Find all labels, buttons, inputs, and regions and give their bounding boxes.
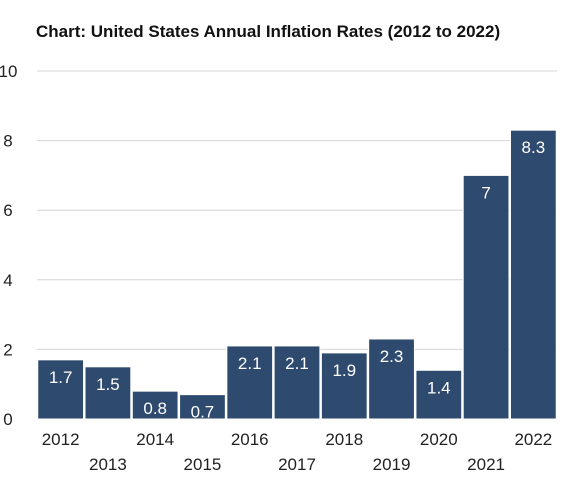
x-tick-label: 2015 bbox=[184, 455, 222, 474]
bar-value-label: 8.3 bbox=[522, 138, 546, 157]
x-tick-label: 2017 bbox=[278, 455, 316, 474]
bar-value-label: 2.3 bbox=[380, 347, 404, 366]
bar-2021 bbox=[462, 174, 510, 420]
bar-value-label: 1.9 bbox=[332, 361, 356, 380]
y-tick-label: 10 bbox=[0, 62, 17, 81]
y-axis-ticks: 0 2 4 6 8 10 bbox=[0, 62, 17, 429]
bar-value-label: 1.7 bbox=[49, 368, 73, 387]
bar-2014 bbox=[131, 390, 179, 420]
bar-2016 bbox=[226, 345, 274, 420]
bar-2022 bbox=[509, 129, 557, 420]
bar-value-label: 1.5 bbox=[96, 375, 120, 394]
bar-2015 bbox=[179, 394, 226, 420]
bar-2019 bbox=[368, 338, 415, 420]
y-tick-label: 0 bbox=[3, 410, 12, 429]
x-tick-label: 2019 bbox=[373, 455, 411, 474]
y-tick-label: 8 bbox=[3, 132, 12, 151]
x-tick-label: 2012 bbox=[42, 430, 80, 449]
bar-value-label: 0.8 bbox=[143, 399, 167, 418]
bar-2018 bbox=[320, 352, 368, 420]
bar-value-label: 0.7 bbox=[191, 403, 215, 422]
x-tick-label: 2013 bbox=[89, 455, 127, 474]
bar-value-label: 1.4 bbox=[427, 378, 451, 397]
x-tick-label: 2016 bbox=[231, 430, 269, 449]
bar-2013 bbox=[84, 366, 132, 420]
bar-value-label: 2.1 bbox=[238, 354, 262, 373]
bar-2017 bbox=[273, 345, 321, 420]
bar-2012 bbox=[37, 359, 85, 420]
bars: 1.7 1.5 0.8 0.7 2.1 2.1 1.9 2.3 1.4 7 8.3 bbox=[37, 129, 557, 422]
y-tick-label: 2 bbox=[3, 340, 12, 359]
bar-value-label: 2.1 bbox=[285, 354, 309, 373]
x-tick-label: 2020 bbox=[420, 430, 458, 449]
bar-value-label: 7 bbox=[481, 183, 490, 202]
y-tick-label: 4 bbox=[3, 271, 12, 290]
chart-title: Chart: United States Annual Inflation Ra… bbox=[36, 22, 501, 41]
x-tick-label: 2014 bbox=[136, 430, 174, 449]
x-axis-ticks: 2012 2013 2014 2015 2016 2017 2018 2019 2020 2021… bbox=[42, 430, 553, 474]
x-tick-label: 2018 bbox=[325, 430, 363, 449]
x-tick-label: 2021 bbox=[467, 455, 505, 474]
bar-2020 bbox=[415, 369, 463, 420]
y-tick-label: 6 bbox=[3, 201, 12, 220]
x-tick-label: 2022 bbox=[514, 430, 552, 449]
